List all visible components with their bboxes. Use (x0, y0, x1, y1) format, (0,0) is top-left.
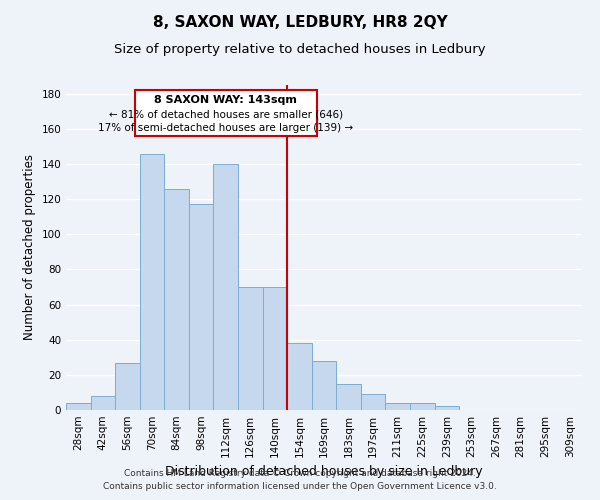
Bar (189, 204, 214, 410)
FancyBboxPatch shape (135, 90, 317, 136)
Text: Size of property relative to detached houses in Ledbury: Size of property relative to detached ho… (114, 42, 486, 56)
Bar (164, 188, 189, 410)
Bar (385, 403, 410, 410)
Text: Contains public sector information licensed under the Open Government Licence v3: Contains public sector information licen… (103, 482, 497, 491)
Bar (410, 403, 434, 410)
Text: 8 SAXON WAY: 143sqm: 8 SAXON WAY: 143sqm (154, 96, 297, 106)
Text: 8, SAXON WAY, LEDBURY, HR8 2QY: 8, SAXON WAY, LEDBURY, HR8 2QY (152, 15, 448, 30)
Bar (140, 154, 164, 410)
Text: ← 81% of detached houses are smaller (646): ← 81% of detached houses are smaller (64… (109, 109, 343, 119)
Bar (361, 394, 385, 410)
Bar (263, 287, 287, 410)
Bar (66, 403, 91, 410)
Text: 17% of semi-detached houses are larger (139) →: 17% of semi-detached houses are larger (… (98, 122, 353, 132)
Bar (336, 384, 361, 410)
Bar (91, 396, 115, 410)
Bar (287, 343, 312, 410)
Y-axis label: Number of detached properties: Number of detached properties (23, 154, 36, 340)
Bar (238, 287, 263, 410)
Bar (214, 164, 238, 410)
Bar (115, 362, 140, 410)
X-axis label: Distribution of detached houses by size in Ledbury: Distribution of detached houses by size … (165, 466, 483, 478)
Text: Contains HM Land Registry data © Crown copyright and database right 2024.: Contains HM Land Registry data © Crown c… (124, 468, 476, 477)
Bar (312, 361, 336, 410)
Bar (434, 406, 459, 410)
